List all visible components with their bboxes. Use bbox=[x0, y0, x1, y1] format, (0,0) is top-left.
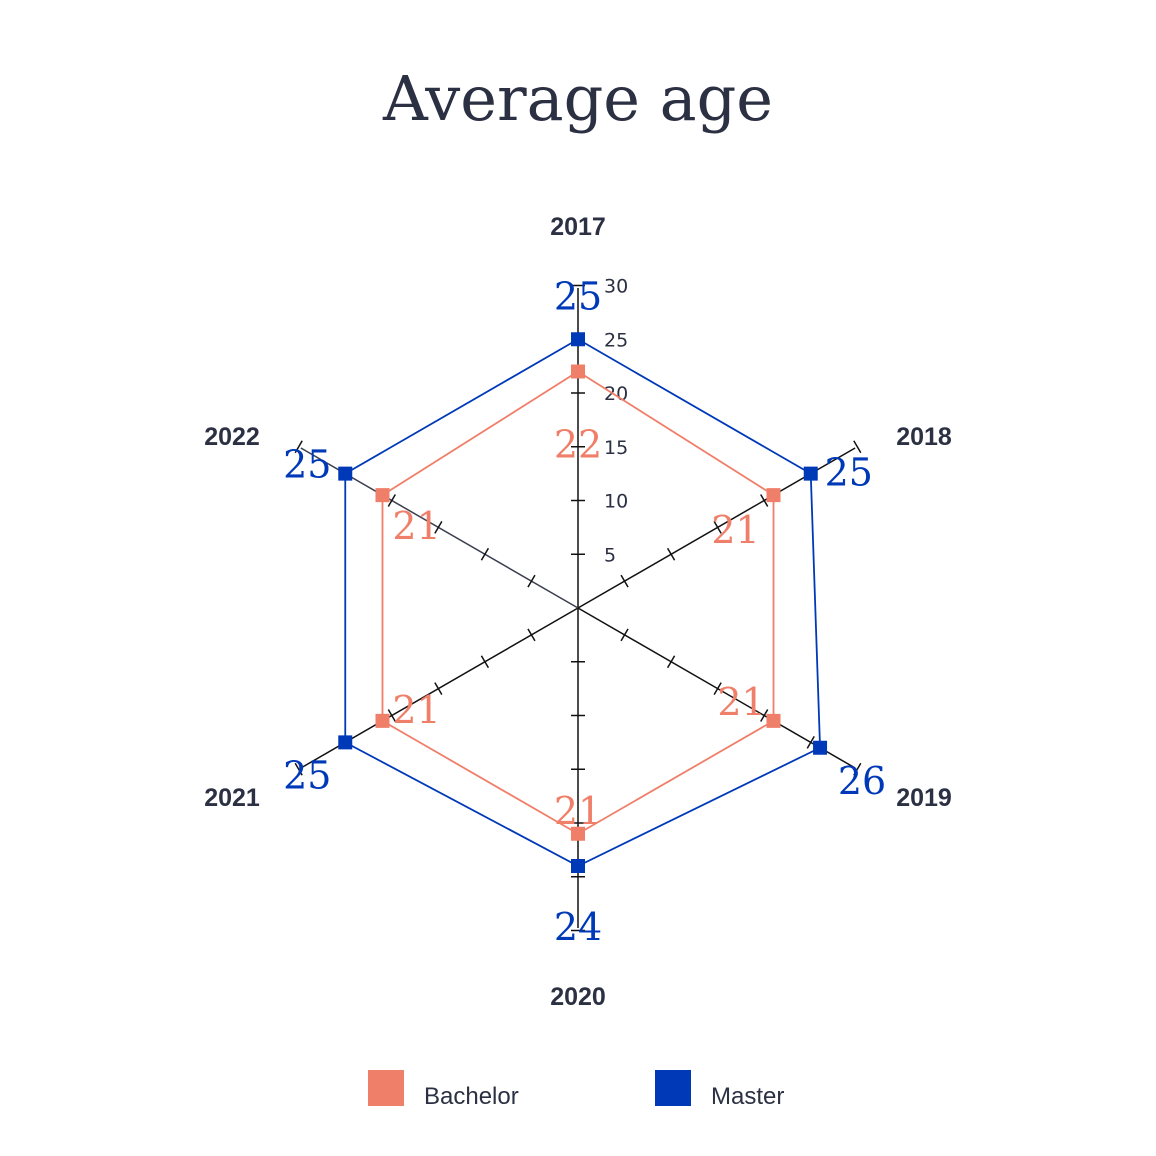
tick-mark bbox=[434, 682, 443, 696]
data-point-bachelor-2017 bbox=[571, 364, 585, 379]
data-label-bachelor-2019: 21 bbox=[717, 680, 765, 724]
category-label-2019: 2019 bbox=[896, 784, 952, 812]
tick-mark bbox=[434, 520, 443, 534]
data-label-master-2021: 25 bbox=[283, 753, 331, 797]
tick-mark bbox=[387, 709, 396, 722]
legend: Bachelor Master bbox=[368, 1070, 784, 1110]
tick-mark bbox=[853, 440, 862, 454]
data-label-master-2020: 24 bbox=[554, 905, 602, 949]
legend-swatch-bachelor bbox=[368, 1070, 404, 1106]
data-point-bachelor-2021 bbox=[375, 713, 390, 728]
data-point-master-2018 bbox=[803, 466, 818, 481]
category-label-2021: 2021 bbox=[204, 784, 260, 812]
tick-mark bbox=[666, 547, 676, 561]
series-outline-master bbox=[344, 338, 821, 868]
data-label-bachelor-2020: 21 bbox=[554, 789, 602, 833]
tick-label: 30 bbox=[604, 276, 628, 298]
tick-mark bbox=[620, 628, 629, 642]
data-point-bachelor-2022 bbox=[375, 488, 390, 503]
data-point-master-2017 bbox=[571, 332, 585, 347]
tick-mark bbox=[480, 547, 490, 561]
tick-label: 5 bbox=[604, 544, 616, 566]
category-labels: 2017 2018 2019 2020 2021 2022 bbox=[204, 213, 952, 1011]
data-point-master-2019 bbox=[813, 740, 828, 755]
data-label-bachelor-2018: 21 bbox=[711, 508, 759, 552]
tick-mark bbox=[713, 520, 722, 534]
data-point-master-2022 bbox=[338, 466, 353, 481]
tick-label: 10 bbox=[604, 491, 628, 513]
chart-title: Average age bbox=[382, 62, 773, 135]
data-point-bachelor-2019 bbox=[766, 713, 781, 728]
tick-mark bbox=[480, 655, 490, 669]
data-label-bachelor-2017: 22 bbox=[554, 423, 602, 467]
tick-label: 15 bbox=[604, 437, 628, 459]
data-point-bachelor-2018 bbox=[766, 488, 781, 503]
category-label-2020: 2020 bbox=[550, 983, 606, 1011]
data-label-master-2022: 25 bbox=[283, 443, 331, 487]
tick-mark bbox=[806, 735, 815, 749]
tick-mark bbox=[713, 682, 722, 696]
data-point-master-2021 bbox=[338, 735, 353, 750]
data-label-master-2019: 26 bbox=[838, 759, 886, 803]
legend-swatch-master bbox=[655, 1070, 691, 1106]
data-point-master-2020 bbox=[571, 859, 585, 873]
category-label-2018: 2018 bbox=[896, 423, 952, 451]
tick-mark bbox=[760, 709, 769, 722]
tick-mark bbox=[666, 655, 676, 669]
legend-label-master: Master bbox=[711, 1083, 784, 1110]
data-point-bachelor-2020 bbox=[571, 826, 585, 841]
legend-label-bachelor: Bachelor bbox=[424, 1083, 519, 1110]
data-label-bachelor-2021: 21 bbox=[392, 688, 440, 732]
tick-mark bbox=[527, 628, 536, 642]
tick-mark bbox=[294, 440, 303, 454]
category-label-2022: 2022 bbox=[204, 423, 260, 451]
category-label-2017: 2017 bbox=[550, 213, 606, 241]
tick-mark bbox=[853, 762, 862, 776]
tick-label: 25 bbox=[604, 329, 628, 351]
tick-mark bbox=[760, 494, 769, 507]
tick-mark bbox=[387, 494, 396, 507]
tick-mark bbox=[620, 574, 629, 588]
data-label-master-2018: 25 bbox=[825, 451, 873, 495]
data-label-bachelor-2022: 21 bbox=[392, 504, 440, 548]
tick-mark bbox=[527, 574, 536, 588]
data-label-master-2017: 25 bbox=[554, 274, 602, 318]
tick-mark bbox=[294, 762, 303, 776]
